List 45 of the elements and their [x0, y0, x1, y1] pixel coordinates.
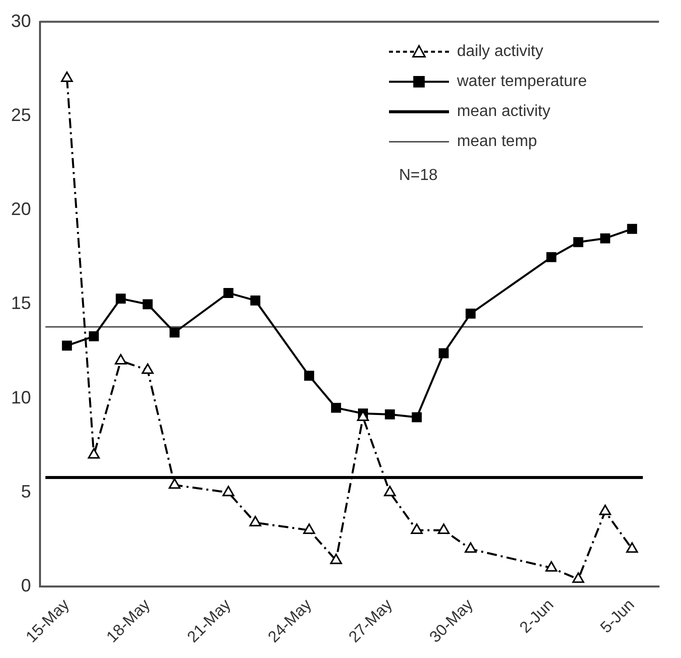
- point: [330, 554, 342, 564]
- y-tick-label: 15: [10, 293, 32, 314]
- point: [116, 294, 126, 304]
- point: [331, 402, 342, 413]
- point: [303, 523, 316, 534]
- point: [438, 348, 449, 358]
- point: [114, 354, 127, 364]
- point: [88, 331, 99, 342]
- point: [88, 448, 100, 459]
- point: [250, 295, 260, 306]
- point: [384, 409, 395, 420]
- point: [545, 561, 558, 572]
- point: [142, 299, 153, 310]
- point: [170, 328, 180, 338]
- point: [573, 237, 584, 248]
- point: [600, 233, 610, 244]
- y-tick-label: 30: [10, 10, 32, 31]
- point: [410, 523, 423, 534]
- y-tick-label: 20: [10, 199, 32, 220]
- y-tick-label: 0: [21, 576, 32, 596]
- point: [626, 542, 638, 553]
- point: [142, 363, 154, 374]
- legend-label: mean temp: [457, 133, 538, 150]
- point: [627, 224, 638, 234]
- point: [222, 486, 234, 496]
- point: [599, 504, 612, 516]
- point: [223, 288, 234, 298]
- legend-label: water temperature: [456, 73, 587, 90]
- annotation: N=18: [399, 167, 438, 184]
- point: [412, 412, 422, 422]
- y-tick-label: 10: [10, 387, 32, 408]
- legend-label: daily activity: [457, 43, 544, 60]
- point: [168, 478, 181, 489]
- point: [438, 523, 450, 534]
- point: [62, 340, 72, 351]
- point: [546, 252, 556, 262]
- point: [384, 486, 396, 496]
- y-tick-label: 25: [10, 104, 32, 125]
- legend-label: mean activity: [457, 103, 550, 120]
- point: [466, 308, 476, 319]
- point: [572, 572, 584, 583]
- point: [304, 370, 314, 381]
- y-tick-label: 5: [21, 482, 32, 502]
- point: [464, 542, 477, 553]
- point: [249, 516, 262, 526]
